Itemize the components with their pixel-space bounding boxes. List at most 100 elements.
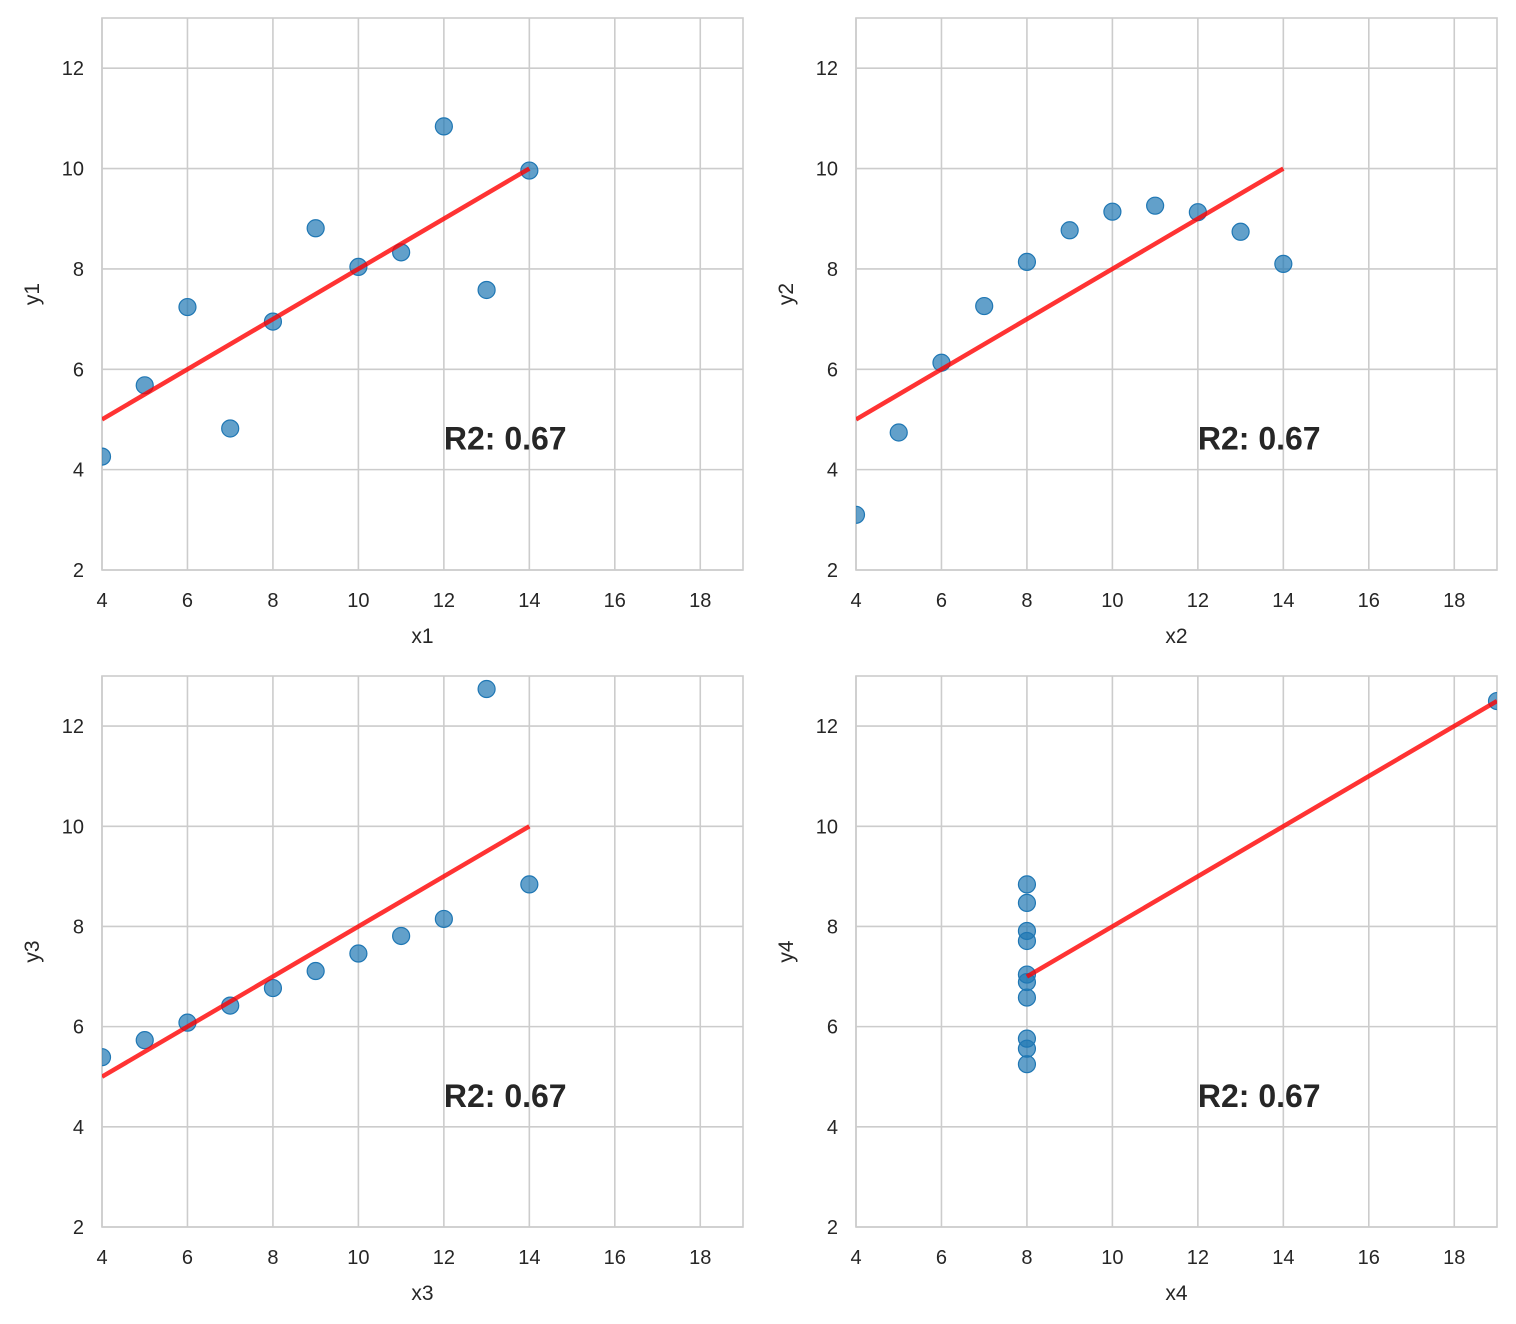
y-tick-label: 4	[827, 460, 838, 482]
x-tick-label: 4	[96, 590, 107, 612]
y-tick-label: 12	[62, 58, 84, 80]
y-tick-label: 2	[73, 1217, 84, 1239]
y-tick-label: 4	[73, 460, 84, 482]
y-tick-label: 10	[62, 159, 84, 181]
x-axis-label: x3	[411, 1282, 433, 1305]
axes-frame	[855, 675, 1498, 1228]
x-axis-label: x2	[1165, 625, 1187, 648]
data-point	[263, 978, 283, 998]
y-tick-label: 4	[73, 1117, 84, 1139]
x-tick-label: 14	[1272, 590, 1294, 612]
y-tick-label: 10	[816, 159, 838, 181]
data-point	[520, 875, 539, 894]
x-tick-label: 16	[1358, 1247, 1380, 1269]
x-tick-label: 12	[433, 1247, 455, 1269]
data-layer	[1017, 691, 1497, 1074]
data-point	[1146, 196, 1165, 215]
data-point	[1017, 972, 1037, 992]
x-tick-label: 4	[96, 1247, 107, 1269]
data-point	[1103, 202, 1122, 221]
y-axis-label: y4	[775, 940, 798, 963]
x-tick-label: 6	[182, 590, 193, 612]
x-tick-label: 8	[1021, 590, 1032, 612]
y-tick-label: 8	[73, 259, 84, 281]
regression-line	[856, 166, 1285, 422]
x-tick-label: 18	[1443, 590, 1465, 612]
x-tick-label: 12	[1187, 1247, 1209, 1269]
y-tick-label: 12	[816, 716, 838, 738]
axes-frame	[101, 17, 744, 571]
y-axis-label: y1	[21, 283, 44, 305]
data-point	[1231, 222, 1250, 241]
data-point	[975, 296, 994, 316]
x-tick-label: 12	[1187, 590, 1209, 612]
x-tick-label: 4	[850, 590, 861, 612]
x-tick-label: 8	[1021, 1247, 1032, 1269]
data-point	[1017, 921, 1037, 941]
data-point	[102, 1048, 112, 1067]
data-point	[135, 1031, 154, 1050]
data-point	[477, 280, 496, 300]
x-tick-label: 6	[936, 590, 947, 612]
x-tick-label: 18	[1443, 1247, 1465, 1269]
y-tick-label: 8	[827, 916, 838, 938]
y-tick-label: 6	[827, 359, 838, 381]
axes-frame	[101, 675, 744, 1228]
x-tick-label: 8	[267, 590, 278, 612]
r2-annotation: R2: 0.67	[444, 421, 567, 457]
r2-annotation: R2: 0.67	[1198, 421, 1321, 457]
data-point	[392, 926, 411, 946]
y-axis-label: y2	[775, 283, 798, 305]
y-tick-label: 2	[827, 560, 838, 582]
x-tick-label: 16	[1358, 590, 1380, 612]
y-tick-label: 2	[73, 560, 84, 582]
data-point	[1017, 252, 1037, 271]
data-point	[178, 297, 197, 317]
y-axis-label: y3	[21, 940, 44, 962]
y-tick-label: 12	[816, 58, 838, 80]
x-tick-label: 12	[433, 590, 455, 612]
y-tick-label: 6	[73, 359, 84, 381]
data-point	[1274, 254, 1293, 273]
x-tick-label: 8	[267, 1247, 278, 1269]
regression-line	[102, 824, 531, 1079]
regression-line	[1025, 699, 1497, 979]
y-tick-label: 10	[816, 816, 838, 838]
x-tick-label: 14	[518, 590, 540, 612]
r2-annotation: R2: 0.67	[444, 1078, 567, 1114]
data-point	[1017, 1055, 1037, 1074]
data-layer	[856, 166, 1293, 524]
data-point	[434, 909, 453, 929]
x-axis-label: x4	[1165, 1282, 1188, 1305]
x-tick-label: 18	[689, 590, 711, 612]
y-tick-label: 4	[827, 1117, 838, 1139]
data-point	[306, 219, 325, 238]
data-point	[1017, 988, 1037, 1007]
data-point	[477, 679, 496, 699]
data-point	[434, 117, 453, 136]
data-point	[349, 944, 368, 963]
data-point	[306, 961, 325, 981]
y-tick-label: 8	[73, 916, 84, 938]
x-axis-label: x1	[411, 625, 433, 648]
x-tick-label: 6	[936, 1247, 947, 1269]
x-tick-label: 6	[182, 1247, 193, 1269]
regression-line	[102, 166, 531, 422]
data-point	[1017, 893, 1037, 913]
data-point	[1060, 221, 1079, 240]
axes-frame	[855, 17, 1498, 571]
x-tick-label: 10	[347, 1247, 369, 1269]
x-tick-label: 14	[1272, 1247, 1294, 1269]
y-tick-label: 6	[73, 1017, 84, 1039]
x-tick-label: 10	[347, 590, 369, 612]
x-tick-label: 16	[604, 1247, 626, 1269]
y-tick-label: 8	[827, 259, 838, 281]
data-layer	[102, 117, 539, 466]
data-point	[856, 505, 866, 524]
r2-annotation: R2: 0.67	[1198, 1078, 1321, 1114]
